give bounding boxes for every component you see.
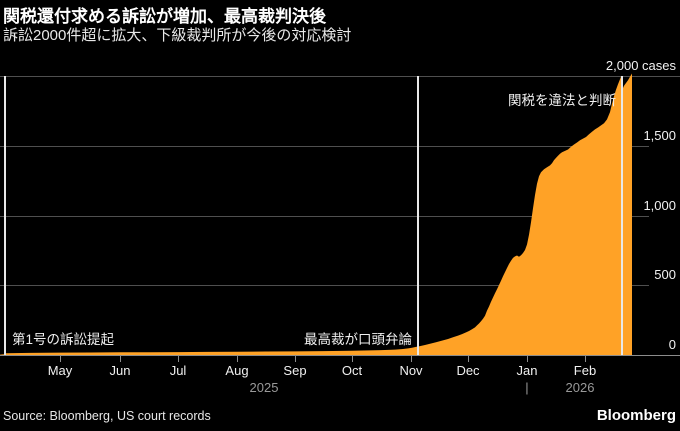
bloomberg-logo: Bloomberg xyxy=(596,407,676,424)
x-axis-tick-nov xyxy=(411,356,412,362)
annotation-first-lawsuit: 第1号の訴訟提起 xyxy=(12,332,115,347)
event-line-first-lawsuit xyxy=(4,76,6,355)
x-axis-label-jun: Jun xyxy=(109,363,131,378)
x-axis-label-may: May xyxy=(47,363,73,378)
x-axis-tick-jun xyxy=(120,356,121,362)
x-axis-tick-feb xyxy=(585,356,586,362)
gridline-2000 xyxy=(0,76,680,77)
page-title: 関税還付求める訴訟が増加、最高裁判決後 xyxy=(3,7,326,26)
area-fill xyxy=(0,73,632,355)
year-divider: | xyxy=(525,380,529,395)
source-text: Source: Bloomberg, US court records xyxy=(3,409,211,423)
x-axis-tick-may xyxy=(60,356,61,362)
y-axis-label-1500: 1,500 xyxy=(643,128,676,143)
event-line-illegal-ruling xyxy=(621,76,623,355)
x-axis-label-sep: Sep xyxy=(283,363,307,378)
x-axis-tick-sep xyxy=(295,356,296,362)
event-line-oral-arguments xyxy=(417,76,419,355)
x-axis-label-jul: Jul xyxy=(169,363,187,378)
gridline-500 xyxy=(0,285,649,286)
x-axis-label-aug: Aug xyxy=(225,363,249,378)
x-axis-label-nov: Nov xyxy=(399,363,423,378)
x-axis-line xyxy=(0,355,680,356)
x-axis-tick-jul xyxy=(178,356,179,362)
x-axis-label-jan: Jan xyxy=(516,363,538,378)
x-axis-tick-oct xyxy=(352,356,353,362)
gridline-1000 xyxy=(0,216,649,217)
x-axis-tick-aug xyxy=(237,356,238,362)
annotation-illegal-ruling: 関税を違法と判断 xyxy=(508,93,616,108)
gridline-1500 xyxy=(0,146,649,147)
annotation-oral-arguments: 最高裁が口頭弁論 xyxy=(304,332,412,347)
page-subtitle: 訴訟2000件超に拡大、下級裁判所が今後の対応検討 xyxy=(3,27,352,44)
y-axis-label-0: 0 xyxy=(668,337,676,352)
year-label-2026: 2026 xyxy=(565,380,595,395)
x-axis-tick-jan xyxy=(527,356,528,362)
y-axis-label-2000: 2,000 cases xyxy=(605,58,676,73)
x-axis-label-dec: Dec xyxy=(456,363,480,378)
y-axis-label-1000: 1,000 xyxy=(643,198,676,213)
y-axis-label-500: 500 xyxy=(654,267,676,282)
x-axis-label-oct: Oct xyxy=(341,363,363,378)
x-axis-label-feb: Feb xyxy=(573,363,597,378)
year-label-2025: 2025 xyxy=(249,380,279,395)
x-axis-tick-dec xyxy=(468,356,469,362)
